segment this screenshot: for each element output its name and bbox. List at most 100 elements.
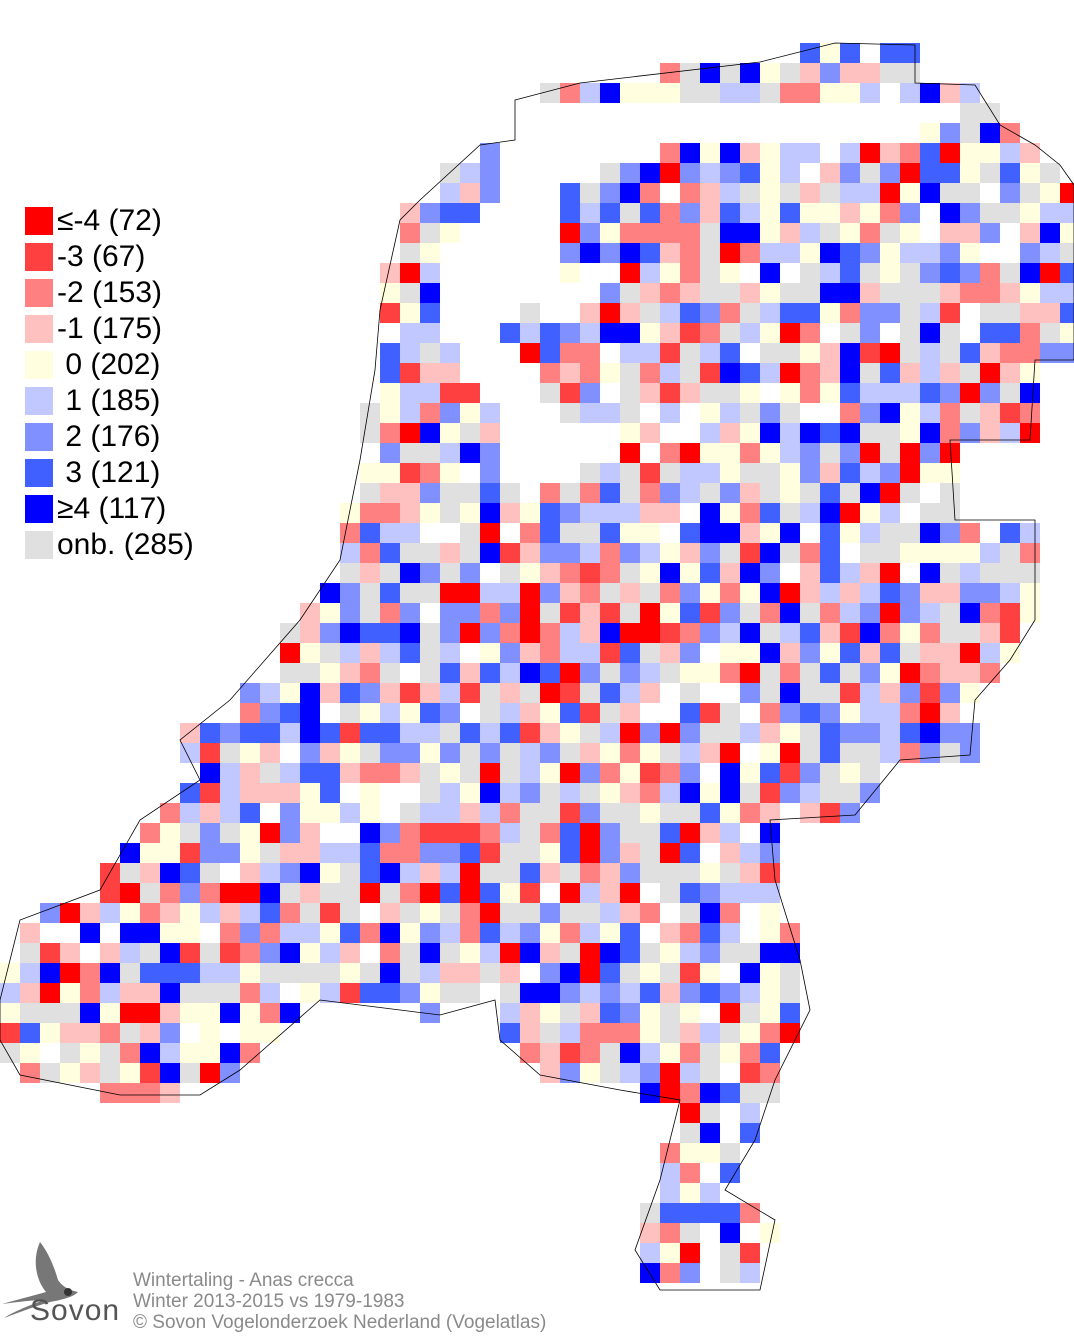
grid-cell <box>680 743 700 763</box>
grid-cell <box>760 523 780 543</box>
grid-cell <box>860 503 880 523</box>
legend-swatch <box>25 423 53 451</box>
grid-cell <box>840 323 860 343</box>
grid-cell <box>380 863 400 883</box>
grid-cell <box>680 143 700 163</box>
grid-cell <box>900 263 920 283</box>
grid-cell <box>720 763 740 783</box>
grid-cell <box>720 423 740 443</box>
grid-cell <box>620 783 640 803</box>
grid-cell <box>920 663 940 683</box>
grid-cell <box>880 583 900 603</box>
grid-cell <box>700 143 720 163</box>
grid-cell <box>420 823 440 843</box>
grid-cell <box>760 623 780 643</box>
grid-cell <box>520 523 540 543</box>
grid-cell <box>520 583 540 603</box>
grid-cell <box>720 923 740 943</box>
grid-cell <box>660 343 680 363</box>
grid-cell <box>660 163 680 183</box>
grid-cell <box>300 603 320 623</box>
grid-cell <box>300 843 320 863</box>
grid-cell <box>680 663 700 683</box>
grid-cell <box>360 543 380 563</box>
grid-cell <box>680 63 700 83</box>
grid-cell <box>680 763 700 783</box>
grid-cell <box>560 643 580 663</box>
grid-cell <box>400 463 420 483</box>
grid-cell <box>840 63 860 83</box>
grid-cell <box>540 663 560 683</box>
grid-cell <box>500 723 520 743</box>
grid-cell <box>740 983 760 1003</box>
grid-cell <box>420 883 440 903</box>
grid-cell <box>840 523 860 543</box>
grid-cell <box>640 383 660 403</box>
grid-cell <box>560 763 580 783</box>
grid-cell <box>800 643 820 663</box>
grid-cell <box>180 903 200 923</box>
grid-cell <box>300 703 320 723</box>
grid-cell <box>540 343 560 363</box>
grid-cell <box>520 663 540 683</box>
grid-cell <box>500 1023 520 1043</box>
grid-cell <box>600 83 620 103</box>
grid-cell <box>140 943 160 963</box>
grid-cell <box>440 823 460 843</box>
grid-cell <box>380 263 400 283</box>
grid-cell <box>120 903 140 923</box>
grid-cell <box>540 483 560 503</box>
grid-cell <box>1040 263 1060 283</box>
grid-cell <box>560 263 580 283</box>
grid-cell <box>660 383 680 403</box>
grid-cell <box>1020 423 1040 443</box>
grid-cell <box>780 943 800 963</box>
grid-cell <box>680 1083 700 1103</box>
grid-cell <box>880 463 900 483</box>
grid-cell <box>800 723 820 743</box>
grid-cell <box>360 883 380 903</box>
grid-cell <box>840 183 860 203</box>
grid-cell <box>400 223 420 243</box>
grid-cell <box>740 683 760 703</box>
grid-cell <box>240 763 260 783</box>
grid-cell <box>1020 243 1040 263</box>
grid-cell <box>400 243 420 263</box>
grid-cell <box>580 763 600 783</box>
grid-cell <box>820 503 840 523</box>
grid-cell <box>160 943 180 963</box>
grid-cell <box>760 823 780 843</box>
grid-cell <box>940 743 960 763</box>
grid-cell <box>440 883 460 903</box>
grid-cell <box>660 503 680 523</box>
grid-cell <box>140 983 160 1003</box>
grid-cell <box>560 683 580 703</box>
grid-cell <box>920 603 940 623</box>
grid-cell <box>360 643 380 663</box>
grid-cell <box>280 663 300 683</box>
grid-cell <box>780 523 800 543</box>
grid-cell <box>1060 283 1074 303</box>
grid-cell <box>220 923 240 943</box>
grid-cell <box>820 603 840 623</box>
grid-cell <box>520 343 540 363</box>
grid-cell <box>700 303 720 323</box>
grid-cell <box>420 783 440 803</box>
grid-cell <box>580 363 600 383</box>
grid-cell <box>560 623 580 643</box>
grid-cell <box>580 203 600 223</box>
grid-cell <box>620 323 640 343</box>
grid-cell <box>600 163 620 183</box>
grid-cell <box>760 363 780 383</box>
grid-cell <box>660 583 680 603</box>
grid-cell <box>940 643 960 663</box>
grid-cell <box>40 1063 60 1083</box>
grid-cell <box>680 1043 700 1063</box>
grid-cell <box>760 983 780 1003</box>
grid-cell <box>720 83 740 103</box>
grid-cell <box>460 843 480 863</box>
grid-cell <box>1040 283 1060 303</box>
grid-cell <box>380 823 400 843</box>
grid-cell <box>620 83 640 103</box>
legend-label: onb. (285) <box>57 528 194 561</box>
